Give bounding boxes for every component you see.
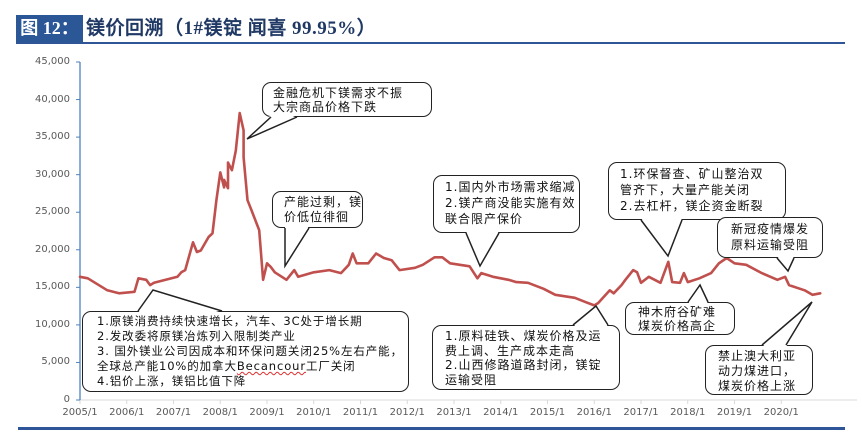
annotation-environmental: 1.环保督查、矿山整治双 管齐下，大量产能关闭 2.去杠杆，镁企资金断裂 — [608, 162, 786, 220]
x-axis-ticks — [79, 400, 782, 404]
annotation-line: 禁止澳大利亚 — [718, 349, 797, 363]
annotation-financial-crisis: 金融危机下镁需求不振 大宗商品价格下跌 — [262, 82, 432, 117]
y-tick-label: 0 — [63, 394, 70, 405]
annotation-line: 煤炭价格上涨 — [718, 379, 797, 393]
x-tick-label: 2017/1 — [623, 407, 659, 418]
annotation-line: 1.原料硅铁、煤炭价格及运 — [445, 329, 602, 343]
x-tick-label: 2005/1 — [62, 407, 98, 418]
annotation-line: 全球总产能10%的加拿大Becancour工厂关闭 — [97, 359, 408, 374]
x-tick-label: 2013/1 — [436, 407, 472, 418]
annotation-line: 费上调、生产成本走高 — [445, 343, 576, 358]
annotation-line: 4.铝价上涨，镁铝比值下降 — [97, 374, 247, 388]
annotation-line: 1.环保督查、矿山整治双 — [620, 167, 764, 181]
annotation-line: 价低位徘徊 — [284, 210, 350, 224]
figure-label: 图 12： — [16, 15, 83, 42]
y-tick-label: 15,000 — [35, 281, 70, 293]
annotation-line: 2.去杠杆，镁企资金断裂 — [620, 199, 764, 213]
annotation-line: 3. 国外镁业公司因成本和环保问题关闭25%左右产能， — [97, 344, 403, 358]
spellcheck-underlined-word: Becancour — [236, 359, 306, 373]
figure-title: 镁价回溯（1#镁锭 闻喜 99.95%） — [86, 18, 377, 39]
x-tick-label: 2010/1 — [296, 407, 332, 418]
annotation-line: 2.发改委将原镁冶炼列入限制类产业 — [97, 329, 296, 343]
y-tick-label: 30,000 — [35, 168, 70, 180]
x-tick-label: 2019/1 — [716, 407, 753, 418]
y-tick-label: 25,000 — [35, 206, 70, 218]
annotation-line: 运输受阻 — [445, 372, 498, 387]
y-tick-label: 20,000 — [35, 243, 70, 255]
title-divider — [16, 42, 845, 44]
annotation-line: 大宗商品价格下跌 — [273, 100, 378, 114]
annotation-demand-shrink: 1.国内外市场需求缩减 2.镁产商没能实施有效 联合限产保价 — [433, 175, 580, 233]
y-tick-label: 45,000 — [35, 56, 70, 67]
bottom-divider — [18, 427, 845, 430]
annotation-early-growth: 1.原镁消费持续快速增长，汽车、3C处于增长期 2.发改委将原镁冶炼列入限制类产… — [82, 311, 409, 392]
annotation-mine-accident: 神木府谷矿难 煤炭价格高企 — [625, 302, 735, 335]
annotation-raw-material: 1.原料硅铁、煤炭价格及运 费上调、生产成本走高 2.山西修路道路封闭，镁锭 运… — [432, 325, 620, 390]
x-tick-label: 2006/1 — [109, 407, 145, 418]
annotation-line: 联合限产保价 — [445, 212, 524, 226]
x-tick-label: 2007/1 — [155, 407, 192, 418]
annotation-line: 2.山西修路道路封闭，镁锭 — [445, 358, 602, 372]
annotation-line: 神木府谷矿难 — [638, 305, 717, 319]
annotation-line: 煤炭价格高企 — [638, 319, 717, 333]
annotation-line: 产能过剩，镁 — [284, 195, 363, 209]
x-tick-label: 2016/1 — [576, 407, 612, 418]
y-tick-label: 5,000 — [41, 356, 70, 368]
x-tick-label: 2020/1 — [763, 407, 799, 418]
x-tick-label: 2011/1 — [342, 407, 379, 418]
x-tick-label: 2015/1 — [529, 407, 566, 418]
y-tick-label: 35,000 — [35, 131, 70, 143]
annotation-line: 新冠疫情爆发 — [730, 222, 809, 236]
y-tick-label: 40,000 — [35, 93, 70, 105]
x-tick-label: 2018/1 — [670, 407, 706, 418]
annotation-line: 原料运输受阻 — [730, 238, 809, 252]
annotation-line: 2.镁产商没能实施有效 — [445, 196, 576, 210]
x-tick-label: 2008/1 — [202, 407, 238, 418]
annotation-text: 工厂关闭 — [305, 359, 356, 373]
annotation-line: 管齐下，大量产能关闭 — [620, 183, 751, 197]
annotation-australia-coal: 禁止澳大利亚 动力煤进口， 煤炭价格上涨 — [705, 345, 813, 395]
price-line-series — [78, 111, 822, 307]
x-tick-label: 2012/1 — [389, 407, 425, 418]
annotation-overcapacity: 产能过剩，镁 价低位徘徊 — [272, 191, 363, 228]
y-tick-label: 10,000 — [35, 318, 70, 330]
x-tick-label: 2014/1 — [483, 407, 519, 418]
annotation-line: 金融危机下镁需求不振 — [273, 86, 404, 100]
annotation-line: 1.国内外市场需求缩减 — [445, 180, 576, 194]
annotation-line: 1.原镁消费持续快速增长，汽车、3C处于增长期 — [97, 314, 363, 328]
x-tick-label: 2009/1 — [249, 407, 285, 418]
annotation-text: 全球总产能10%的加拿大 — [97, 359, 237, 373]
annotation-covid: 新冠疫情爆发 原料运输受阻 — [717, 217, 823, 258]
y-axis-ticks — [76, 61, 80, 401]
annotation-line: 动力煤进口， — [718, 364, 797, 378]
